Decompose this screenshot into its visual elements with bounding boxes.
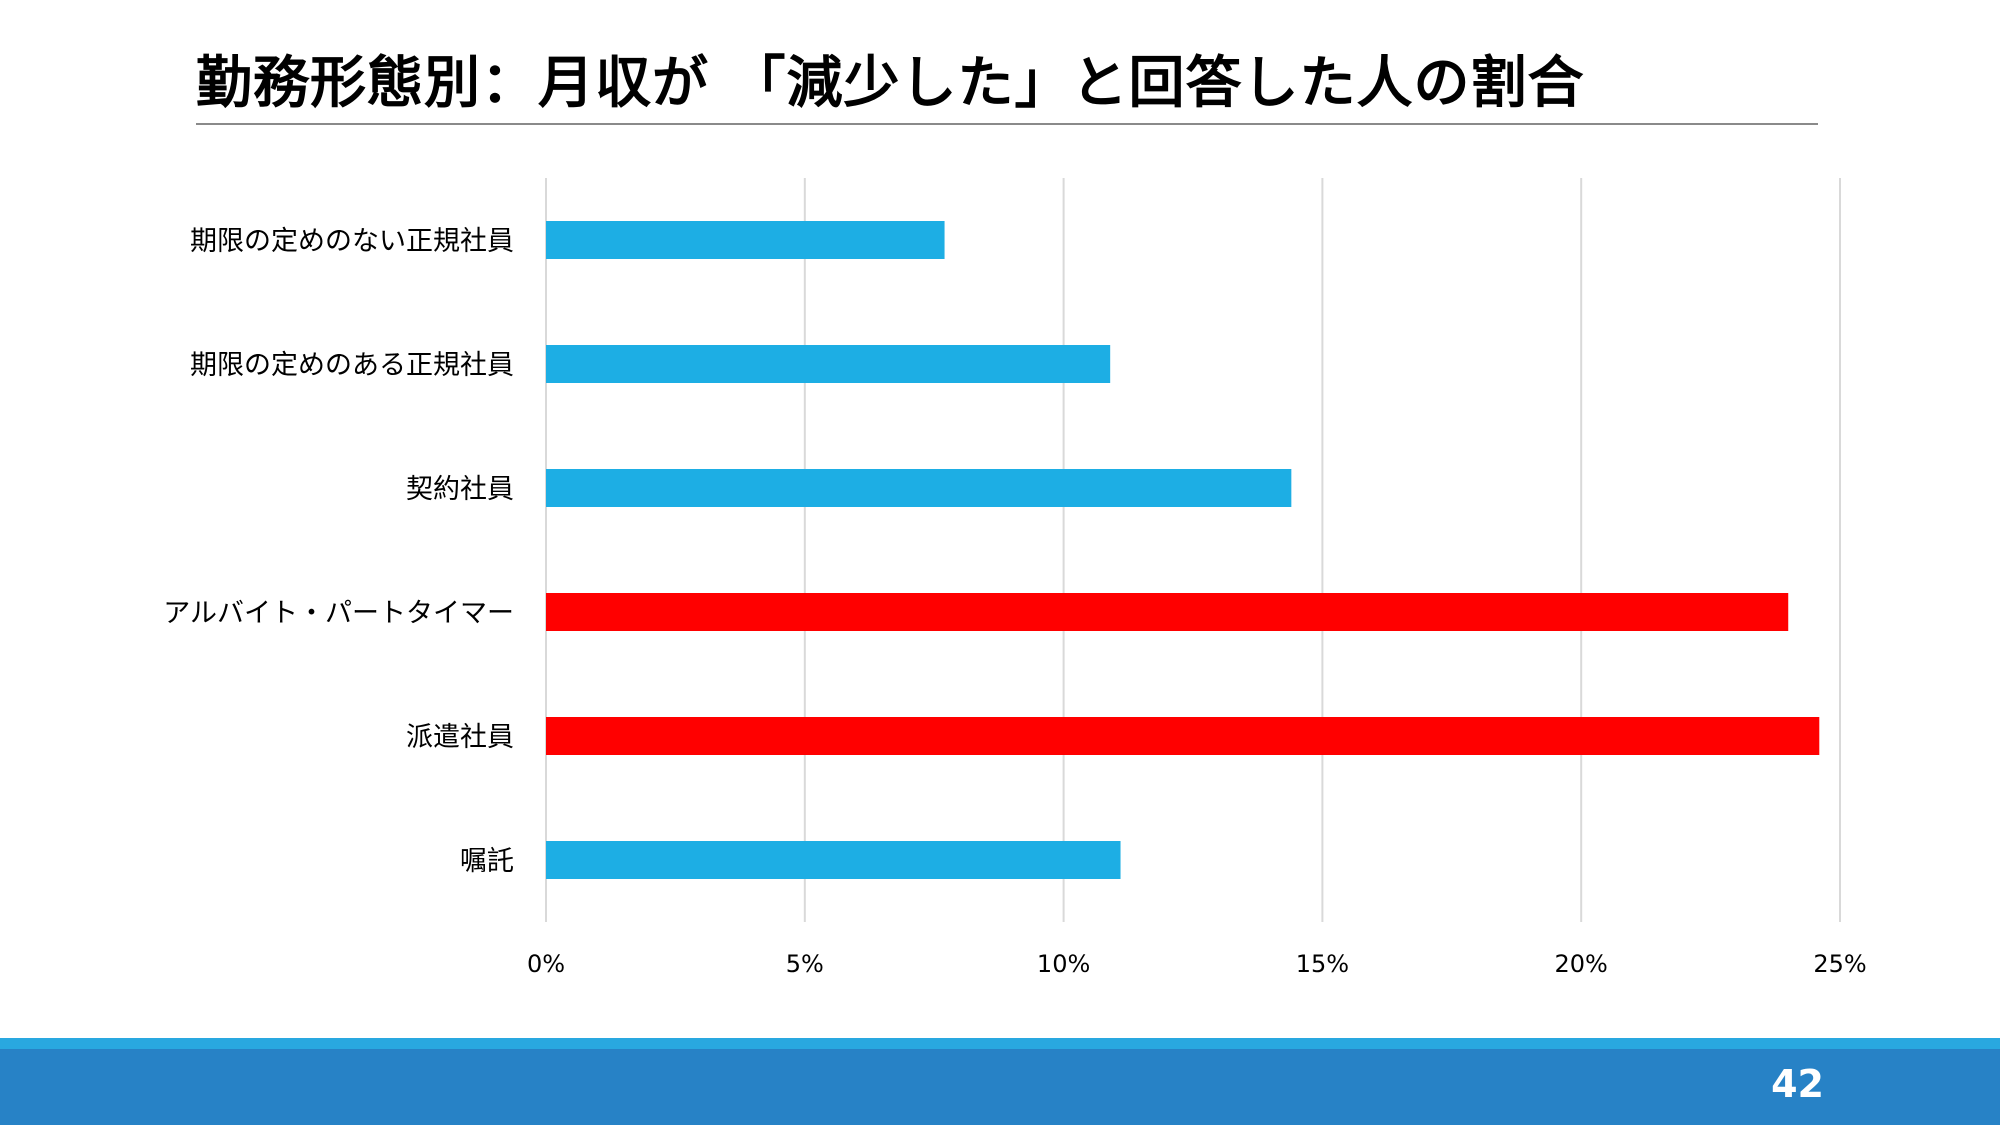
footer-bar [0, 1049, 2000, 1125]
category-label: アルバイト・パートタイマー [163, 598, 514, 629]
page-number: 42 [1771, 1062, 1824, 1106]
x-tick-label: 5% [786, 950, 824, 978]
category-label: 派遣社員 [406, 722, 514, 753]
category-label: 期限の定めのある正規社員 [190, 350, 514, 381]
category-label: 期限の定めのない正規社員 [190, 226, 514, 257]
x-tick-label: 10% [1037, 950, 1090, 978]
bar-chart: 期限の定めのない正規社員期限の定めのある正規社員契約社員アルバイト・パートタイマ… [163, 178, 1867, 978]
bar [546, 221, 945, 259]
x-tick-labels: 0% 5% 10% 15% 20% 25% [527, 950, 1867, 978]
grid-lines [545, 178, 1841, 922]
category-label: 契約社員 [406, 474, 514, 505]
category-label: 嘱託 [460, 846, 514, 877]
bar [546, 717, 1820, 755]
x-tick-label: 15% [1296, 950, 1349, 978]
x-tick-label: 25% [1813, 950, 1866, 978]
bar [546, 841, 1121, 879]
bar [546, 469, 1292, 507]
x-tick-label: 0% [527, 950, 565, 978]
bar [546, 345, 1111, 383]
title-divider [196, 123, 1818, 125]
x-tick-label: 20% [1555, 950, 1608, 978]
bars [546, 221, 1820, 879]
footer-stripe [0, 1038, 2000, 1049]
page-title: 勤務形態別：月収が 「減少した」と回答した人の割合 [196, 51, 1585, 116]
bar [546, 593, 1789, 631]
category-labels: 期限の定めのない正規社員期限の定めのある正規社員契約社員アルバイト・パートタイマ… [163, 226, 514, 877]
